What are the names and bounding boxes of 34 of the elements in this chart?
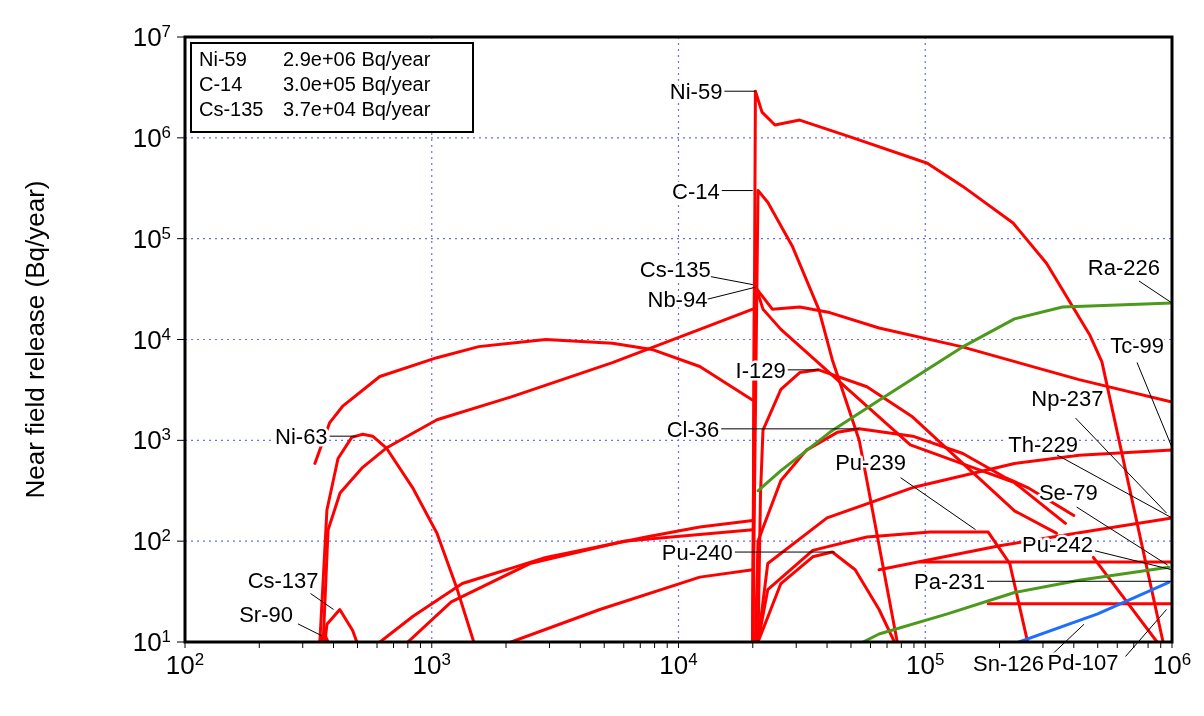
annotation: Tc-99 xyxy=(1110,333,1164,359)
annotation: 2.9e+06 Bq/year xyxy=(283,48,431,70)
annotation: 3.0e+05 Bq/year xyxy=(283,73,431,95)
annotation: Pu-242 xyxy=(1022,531,1093,557)
annotation: Th-229 xyxy=(1008,431,1078,457)
x-tick-label: 10$^{3}$ xyxy=(412,649,451,680)
y-tick-label: 10$^{2}$ xyxy=(132,525,171,557)
annotation: Cs-135 xyxy=(639,256,711,282)
annotation: Pu-240 xyxy=(661,540,733,566)
y-tick-label: 10$^{4}$ xyxy=(132,324,171,355)
annotation: Sr-90 xyxy=(239,601,293,627)
annotation: Cs-137 xyxy=(247,567,319,593)
annotation: Pa-231 xyxy=(914,569,985,595)
annotation: Pd-107 xyxy=(1047,649,1119,675)
annotation: Ni-59 xyxy=(669,79,723,105)
annotation: C-14 xyxy=(199,73,243,95)
annotation: Np-237 xyxy=(1031,386,1104,412)
y-tick-label: 10$^{7}$ xyxy=(132,21,171,52)
annotation: 3.7e+04 Bq/year xyxy=(283,98,431,120)
annotation: Ni-59 xyxy=(199,48,247,70)
annotation: Cl-36 xyxy=(666,416,720,442)
annotation: Ra-226 xyxy=(1087,255,1160,281)
y-tick-label: 10$^{6}$ xyxy=(132,122,171,153)
annotation: Nb-94 xyxy=(647,287,708,313)
annotation: Se-79 xyxy=(1038,480,1098,506)
annotation: C-14 xyxy=(672,178,720,204)
y-axis-title: Near field release (Bq/year) xyxy=(20,180,50,499)
x-tick-label: 10$^{5}$ xyxy=(906,649,945,680)
x-tick-label: 10$^{6}$ xyxy=(1152,649,1192,680)
annotation: Cs-135 xyxy=(199,98,264,120)
y-tick-label: 10$^{3}$ xyxy=(132,424,171,456)
y-tick-label: 10$^{5}$ xyxy=(132,223,171,254)
x-tick-label: 10$^{4}$ xyxy=(659,649,698,680)
annotation: Sn-126 xyxy=(973,651,1045,677)
